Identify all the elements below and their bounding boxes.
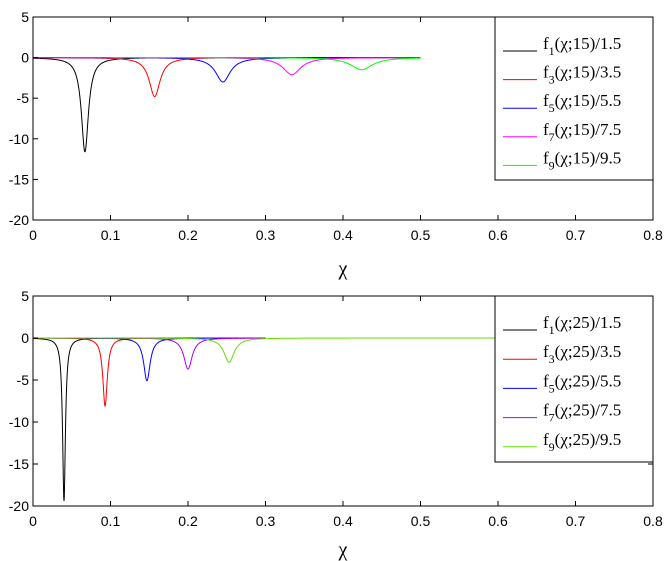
x-tick-label: 0.2: [178, 513, 198, 529]
legend-label-5: f9(χ;15)/9.5: [543, 148, 621, 172]
y-tick-label: -15: [9, 171, 29, 187]
x-tick-label: 0.6: [488, 513, 508, 529]
x-tick-label: 0.8: [643, 227, 663, 243]
y-tick-label: 0: [21, 330, 29, 346]
y-tick-label: 5: [21, 9, 29, 25]
x-tick-label: 0.5: [411, 227, 431, 243]
legend-label-3: f5(χ;15)/5.5: [543, 91, 621, 115]
legend-label-3: f5(χ;25)/5.5: [543, 371, 621, 395]
x-tick-label: 0.2: [178, 227, 198, 243]
x-tick-label: 0.3: [256, 513, 276, 529]
x-axis-label: χ: [338, 258, 348, 280]
x-tick-label: 0.1: [101, 513, 121, 529]
legend-label-4: f7(χ;15)/7.5: [543, 120, 621, 144]
x-tick-label: 0.7: [566, 513, 586, 529]
y-tick-label: -20: [9, 498, 29, 514]
y-tick-label: 5: [21, 288, 29, 304]
y-tick-label: -10: [9, 414, 29, 430]
chart-panel-top: 0 0.1 0.2 0.3 0.4 0.5 0.6 0.7 0.8 5 0 -5 -10 -15 -20 χ f…: [9, 9, 663, 280]
x-tick-label: 0.4: [333, 227, 353, 243]
x-tick-label: 0: [29, 227, 37, 243]
x-tick-label: 0.3: [256, 227, 276, 243]
series-line-4: [33, 57, 421, 76]
legend-label-5: f9(χ;25)/9.5: [543, 430, 621, 454]
legend-label-4: f7(χ;25)/7.5: [543, 401, 621, 425]
series-line-5: [110, 57, 421, 71]
series-line-1: [32, 57, 421, 153]
x-tick-label: 0: [29, 513, 37, 529]
legend-box: [494, 16, 654, 181]
x-tick-label: 0.5: [411, 513, 431, 529]
legend-box: [494, 295, 654, 463]
y-tick-label: -5: [17, 372, 30, 388]
legend-label-1: f1(χ;15)/1.5: [543, 34, 621, 58]
legend: f1(χ;15)/1.5 f3(χ;15)/3.5 f5(χ;15)/5.5 f7(χ…: [494, 16, 654, 181]
legend-label-2: f3(χ;25)/3.5: [543, 342, 621, 366]
y-tick-label: -10: [9, 131, 29, 147]
x-tick-label: 0.7: [566, 227, 586, 243]
y-tick-label: -20: [9, 212, 29, 228]
x-tick-label: 0.1: [101, 227, 121, 243]
y-tick-label: -15: [9, 456, 29, 472]
y-tick-label: 0: [21, 50, 29, 66]
legend-label-1: f1(χ;25)/1.5: [543, 313, 621, 337]
legend-label-2: f3(χ;15)/3.5: [543, 63, 621, 87]
y-tick-label: -5: [17, 90, 30, 106]
series-line-1: [32, 337, 266, 501]
chart-panel-bottom: 0 0.1 0.2 0.3 0.4 0.5 0.6 0.7 0.8 5 0 -5 -10 -15 -20 χ f…: [9, 288, 663, 561]
legend: f1(χ;25)/1.5 f3(χ;25)/3.5 f5(χ;25)/5.5 f7(χ…: [494, 295, 654, 463]
x-axis-label: χ: [338, 539, 348, 561]
x-tick-label: 0.8: [643, 513, 663, 529]
x-tick-label: 0.4: [333, 513, 353, 529]
x-tick-label: 0.6: [488, 227, 508, 243]
